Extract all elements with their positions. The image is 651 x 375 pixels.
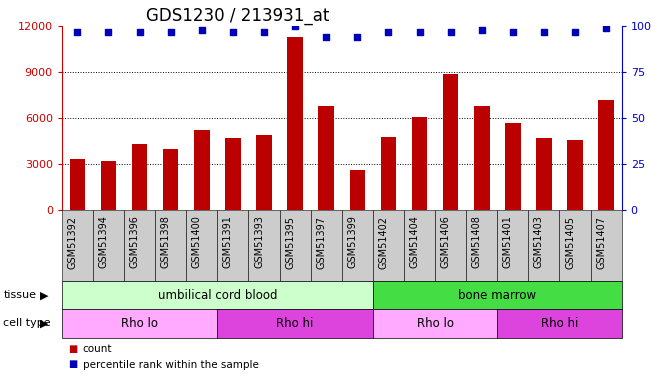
Text: umbilical cord blood: umbilical cord blood — [158, 289, 277, 302]
Bar — [474, 106, 490, 210]
Text: GSM51398: GSM51398 — [161, 216, 171, 268]
Text: GSM51402: GSM51402 — [378, 216, 389, 268]
Text: GSM51394: GSM51394 — [98, 216, 109, 268]
Point — [72, 29, 83, 35]
Text: GSM51403: GSM51403 — [534, 216, 544, 268]
Bar — [132, 144, 147, 210]
Bar — [194, 130, 210, 210]
Point — [477, 27, 487, 33]
Text: GSM51395: GSM51395 — [285, 216, 295, 268]
Text: GSM51406: GSM51406 — [441, 216, 450, 268]
Text: GSM51399: GSM51399 — [348, 216, 357, 268]
Text: GSM51407: GSM51407 — [596, 216, 606, 268]
Point — [165, 29, 176, 35]
Point — [134, 29, 145, 35]
Bar — [350, 170, 365, 210]
Point — [197, 27, 207, 33]
Text: tissue: tissue — [3, 290, 36, 300]
Point — [601, 25, 611, 31]
Text: GSM51401: GSM51401 — [503, 216, 513, 268]
Text: ▶: ▶ — [40, 290, 49, 300]
Text: cell type: cell type — [3, 318, 51, 328]
Bar — [567, 140, 583, 210]
Text: GSM51400: GSM51400 — [192, 216, 202, 268]
Bar — [287, 37, 303, 210]
Text: GSM51392: GSM51392 — [68, 216, 77, 268]
Point — [352, 34, 363, 40]
Point — [290, 23, 300, 29]
Bar — [256, 135, 271, 210]
Text: percentile rank within the sample: percentile rank within the sample — [83, 360, 258, 369]
Text: ■: ■ — [68, 360, 77, 369]
Text: Rho hi: Rho hi — [541, 317, 578, 330]
Text: ▶: ▶ — [40, 318, 49, 328]
Text: GSM51391: GSM51391 — [223, 216, 233, 268]
Bar — [70, 159, 85, 210]
Text: Rho lo: Rho lo — [121, 317, 158, 330]
Bar — [536, 138, 551, 210]
Text: GSM51408: GSM51408 — [472, 216, 482, 268]
Point — [445, 29, 456, 35]
Bar — [318, 106, 334, 210]
Point — [570, 29, 580, 35]
Text: bone marrow: bone marrow — [458, 289, 536, 302]
Text: Rho hi: Rho hi — [277, 317, 314, 330]
Point — [383, 29, 394, 35]
Point — [228, 29, 238, 35]
Text: Rho lo: Rho lo — [417, 317, 454, 330]
Bar — [411, 117, 427, 210]
Text: count: count — [83, 344, 112, 354]
Bar — [381, 136, 396, 210]
Text: GSM51404: GSM51404 — [409, 216, 419, 268]
Bar — [598, 100, 614, 210]
Bar — [101, 161, 117, 210]
Bar — [225, 138, 241, 210]
Point — [539, 29, 549, 35]
Bar — [443, 74, 458, 210]
Text: GSM51396: GSM51396 — [130, 216, 139, 268]
Point — [104, 29, 114, 35]
Text: ■: ■ — [68, 344, 77, 354]
Text: GSM51405: GSM51405 — [565, 216, 575, 268]
Point — [321, 34, 331, 40]
Text: GSM51397: GSM51397 — [316, 216, 326, 268]
Bar — [163, 149, 178, 210]
Point — [508, 29, 518, 35]
Point — [414, 29, 424, 35]
Text: GSM51393: GSM51393 — [254, 216, 264, 268]
Point — [259, 29, 270, 35]
Bar — [505, 123, 521, 210]
Text: GDS1230 / 213931_at: GDS1230 / 213931_at — [146, 7, 329, 25]
